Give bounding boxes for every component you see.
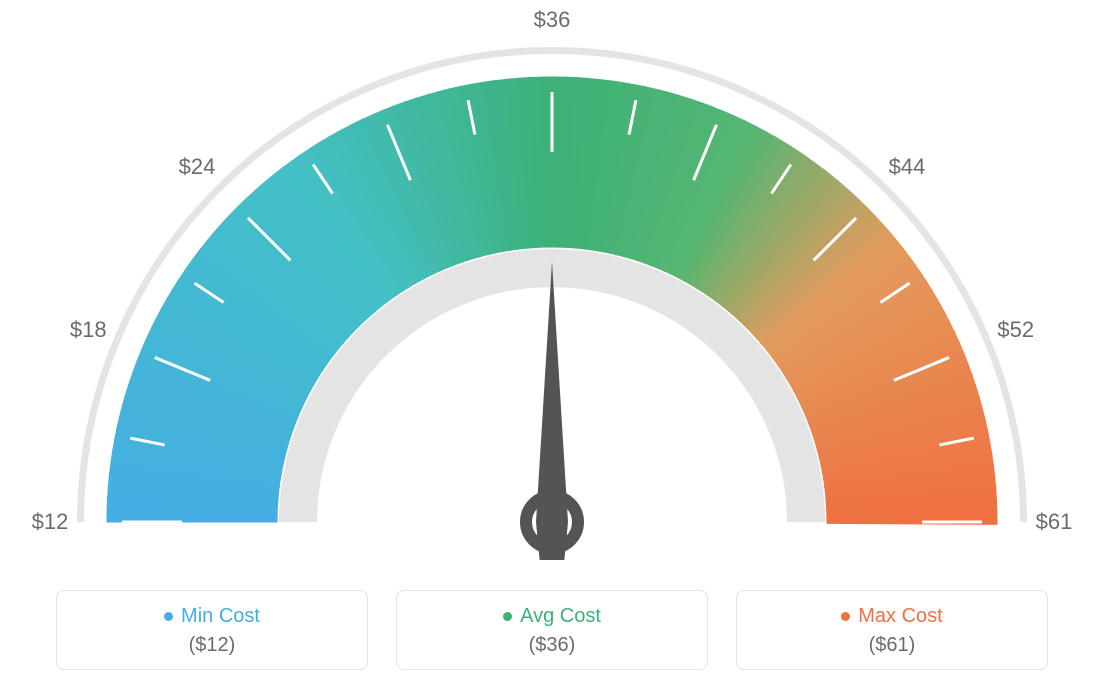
legend-avg-text: Avg Cost xyxy=(520,605,601,627)
scale-label: $24 xyxy=(179,154,216,180)
legend-row: Min Cost ($12) Avg Cost ($36) Max Cost (… xyxy=(0,590,1104,670)
legend-max-value: ($61) xyxy=(737,634,1047,657)
legend-avg-value: ($36) xyxy=(397,634,707,657)
legend-min-box: Min Cost ($12) xyxy=(56,590,368,670)
scale-label: $44 xyxy=(889,154,926,180)
dot-icon xyxy=(164,612,173,621)
scale-label: $18 xyxy=(70,317,107,343)
legend-max-box: Max Cost ($61) xyxy=(736,590,1048,670)
scale-label: $61 xyxy=(1036,509,1073,535)
scale-label: $52 xyxy=(997,317,1034,343)
dot-icon xyxy=(503,612,512,621)
legend-min-label: Min Cost xyxy=(57,605,367,628)
legend-max-label: Max Cost xyxy=(737,605,1047,628)
scale-label: $36 xyxy=(534,7,571,33)
legend-min-text: Min Cost xyxy=(181,605,260,627)
legend-avg-label: Avg Cost xyxy=(397,605,707,628)
legend-max-text: Max Cost xyxy=(858,605,942,627)
gauge-area: $12 $18 $24 $36 $44 $52 $61 xyxy=(0,0,1104,560)
dot-icon xyxy=(841,612,850,621)
legend-avg-box: Avg Cost ($36) xyxy=(396,590,708,670)
cost-gauge-container: $12 $18 $24 $36 $44 $52 $61 Min Cost ($12) Avg… xyxy=(0,0,1104,690)
scale-label: $12 xyxy=(32,509,69,535)
gauge-svg xyxy=(0,0,1104,560)
legend-min-value: ($12) xyxy=(57,634,367,657)
